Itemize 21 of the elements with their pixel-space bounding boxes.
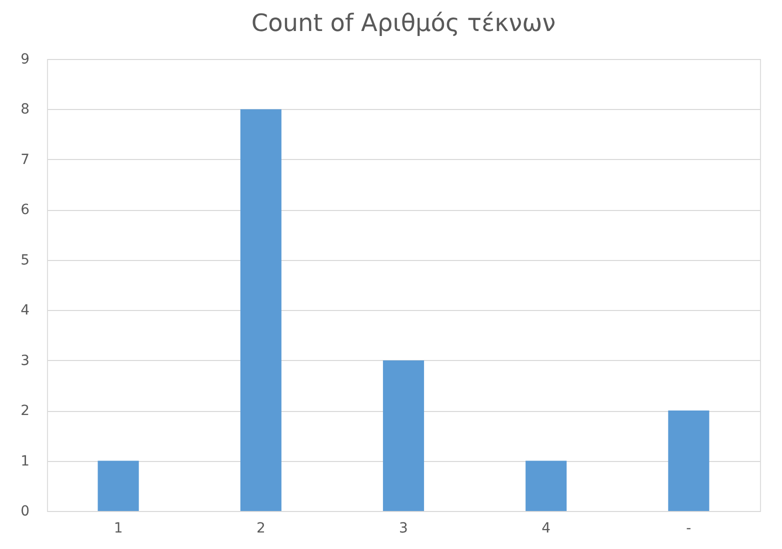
bar (382, 360, 424, 511)
x-tick-label: 3 (399, 520, 408, 536)
y-tick-label: 7 (20, 152, 30, 168)
y-tick-label: 9 (20, 52, 30, 68)
x-tick-label: 2 (256, 520, 266, 536)
x-tick-label: 4 (542, 520, 551, 536)
y-tick-label: 1 (20, 453, 30, 470)
bar (526, 460, 567, 511)
x-tick-label: 1 (114, 520, 123, 536)
y-tick-label: 5 (20, 252, 30, 268)
bar (668, 410, 710, 511)
y-tick-label: 4 (20, 302, 30, 319)
y-tick-label: 2 (20, 403, 30, 420)
x-tick-label: - (686, 520, 692, 536)
y-tick-label: 8 (20, 102, 30, 118)
y-tick-label: 3 (20, 352, 30, 369)
chart-title: Count of Αριθμός τέκνων (251, 9, 556, 37)
y-tick-label: 0 (20, 504, 30, 520)
bar (240, 109, 282, 511)
bar (98, 460, 139, 511)
y-tick-label: 6 (20, 202, 30, 218)
